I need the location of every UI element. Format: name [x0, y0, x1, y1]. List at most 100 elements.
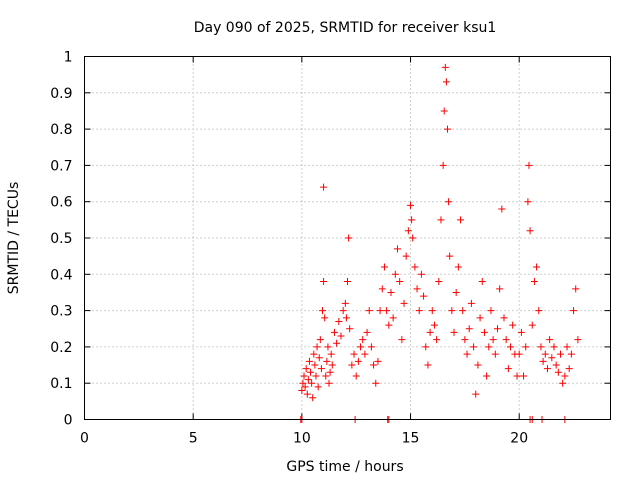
data-point: [500, 314, 508, 322]
data-point: [299, 379, 307, 387]
data-point: [342, 314, 350, 322]
y-tick-label: 0.9: [50, 86, 72, 102]
data-point: [528, 321, 536, 329]
data-point: [393, 245, 401, 253]
x-tick-label: 15: [402, 431, 420, 447]
ticks: 00.10.20.30.40.50.60.70.80.910 5 10 15 20: [50, 50, 611, 447]
data-point: [348, 361, 356, 369]
data-point: [498, 205, 506, 213]
data-point: [442, 78, 450, 86]
data-point: [504, 365, 512, 373]
data-point: [557, 350, 565, 358]
data-point: [363, 328, 371, 336]
data-point: [524, 198, 532, 206]
y-tick-label: 0.2: [50, 340, 72, 356]
data-point: [307, 368, 315, 376]
data-point: [502, 336, 510, 344]
data-point: [446, 252, 454, 260]
data-point: [328, 361, 336, 369]
y-tick-label: 0.6: [50, 195, 72, 211]
data-point: [570, 307, 578, 315]
data-point: [559, 379, 567, 387]
y-tick-label: 0.1: [50, 376, 72, 392]
data-point: [383, 307, 391, 315]
data-point: [310, 350, 318, 358]
data-point: [324, 343, 332, 351]
y-tick-label: 0.4: [50, 267, 72, 283]
data-point: [430, 321, 438, 329]
data-point: [337, 332, 345, 340]
data-point: [413, 285, 421, 293]
data-point: [374, 357, 382, 365]
data-point: [513, 372, 521, 380]
data-point: [539, 357, 547, 365]
data-point: [439, 161, 447, 169]
data-point: [493, 325, 501, 333]
data-point: [380, 263, 388, 271]
y-tick-label: 0: [64, 413, 73, 429]
y-tick-label: 0.5: [50, 231, 72, 247]
data-point: [487, 307, 495, 315]
data-point: [489, 336, 497, 344]
data-point: [354, 357, 362, 365]
x-tick-label: 10: [293, 431, 311, 447]
data-point: [316, 336, 324, 344]
data-point: [309, 394, 317, 402]
data-point: [315, 354, 323, 362]
data-point: [561, 372, 569, 380]
data-point: [303, 390, 311, 398]
data-point: [304, 376, 312, 384]
data-point: [415, 307, 423, 315]
data-point: [443, 125, 451, 133]
data-point: [478, 278, 486, 286]
data-point: [507, 343, 515, 351]
data-point: [385, 321, 393, 329]
data-point: [530, 278, 538, 286]
y-tick-label: 1: [64, 50, 73, 66]
data-point: [322, 372, 330, 380]
data-point: [408, 216, 416, 224]
data-point: [537, 343, 545, 351]
data-point: [496, 285, 504, 293]
x-tick-label: 20: [510, 431, 528, 447]
data-point: [325, 379, 333, 387]
data-point: [404, 227, 412, 235]
data-point: [480, 328, 488, 336]
data-point: [367, 343, 375, 351]
data-point: [563, 343, 571, 351]
data-point: [407, 201, 415, 209]
data-point: [352, 372, 360, 380]
data-point: [311, 361, 319, 369]
data-point: [574, 336, 582, 344]
data-point: [391, 270, 399, 278]
data-point: [398, 336, 406, 344]
data-point: [465, 325, 473, 333]
data-point: [361, 350, 369, 358]
data-point: [302, 365, 310, 373]
data-point: [396, 278, 404, 286]
data-point: [300, 372, 308, 380]
data-point: [346, 325, 354, 333]
data-point: [400, 299, 408, 307]
x-tick-label: 0: [80, 431, 89, 447]
data-point: [428, 307, 436, 315]
data-point: [515, 350, 523, 358]
data-point: [485, 343, 493, 351]
data-point: [483, 372, 491, 380]
data-point: [554, 368, 562, 376]
data-point: [565, 365, 573, 373]
data-point: [543, 365, 551, 373]
plot-frame: [84, 56, 611, 420]
data-point: [320, 183, 328, 191]
data-point: [525, 161, 533, 169]
data-point: [326, 368, 334, 376]
data-point: [491, 350, 499, 358]
data-point: [422, 343, 430, 351]
data-point: [420, 292, 428, 300]
data-point: [437, 216, 445, 224]
data-point: [327, 350, 335, 358]
data-point: [378, 285, 386, 293]
data-points: [297, 63, 582, 423]
data-point: [509, 321, 517, 329]
